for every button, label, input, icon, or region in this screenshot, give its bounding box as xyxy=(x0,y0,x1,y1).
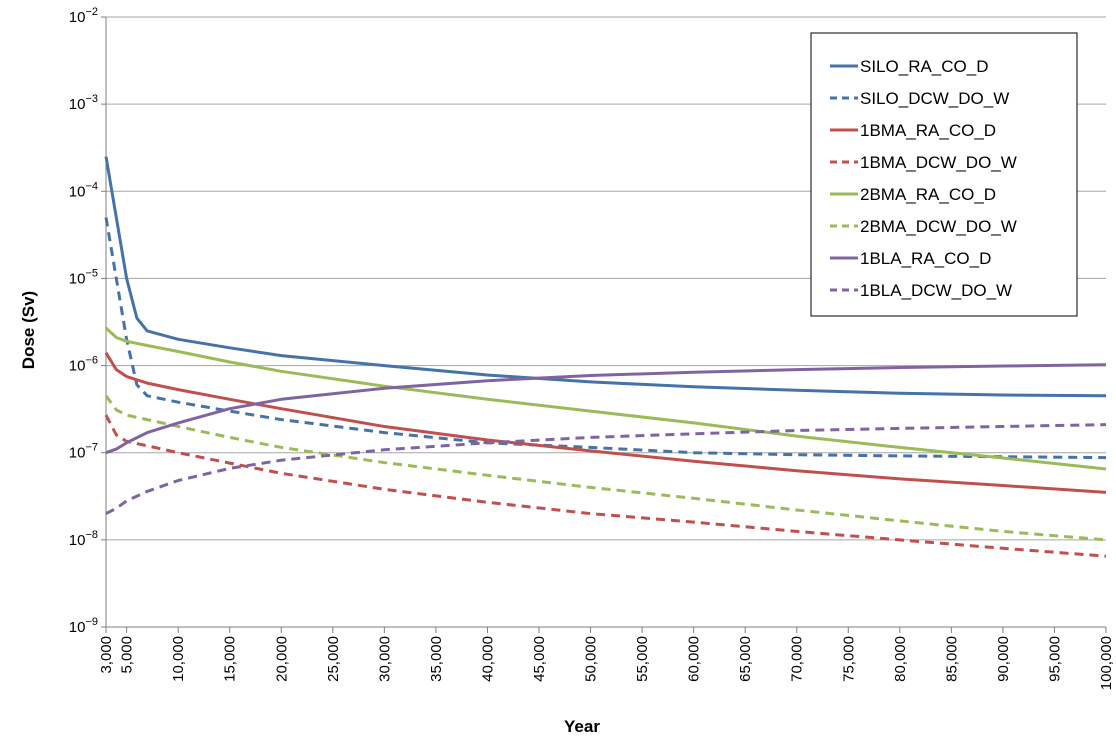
legend-label: 1BLA_DCW_DO_W xyxy=(860,281,1012,300)
series-line-silo-dcw-do-w xyxy=(104,217,1107,460)
y-tick-label: 10−9 xyxy=(69,616,98,636)
legend-label: SILO_DCW_DO_W xyxy=(860,89,1009,108)
y-tick-labels: 10−9 10−8 10−7 10−6 10−5 10−4 10−3 10−2 xyxy=(69,6,98,636)
x-tick-label: 55,000 xyxy=(634,636,651,682)
series-line-2bma-ra-co-d xyxy=(104,326,1107,471)
x-tick-label: 50,000 xyxy=(583,636,600,682)
x-tick-label: 3,000 xyxy=(98,636,115,674)
y-tick-label: 10−3 xyxy=(69,93,98,113)
x-tick-label: 65,000 xyxy=(737,636,754,682)
x-tick-label: 85,000 xyxy=(943,636,960,682)
x-tick-label: 40,000 xyxy=(479,636,496,682)
y-tick-label: 10−2 xyxy=(69,6,98,26)
y-tick-label: 10−5 xyxy=(69,267,98,287)
x-tick-label: 35,000 xyxy=(428,636,445,682)
series-line-2bma-dcw-do-w xyxy=(104,394,1107,542)
series-line-1bla-ra-co-d xyxy=(105,363,1107,455)
x-tick-label: 80,000 xyxy=(892,636,909,682)
x-tick-label: 70,000 xyxy=(789,636,806,682)
x-tick-labels: 3,000 5,000 10,000 15,000 20,000 25,000 30,000… xyxy=(98,636,1115,690)
series-line-1bma-dcw-do-w xyxy=(104,414,1107,558)
y-tick-label: 10−6 xyxy=(69,355,98,375)
y-tick-label: 10−4 xyxy=(69,180,98,200)
x-tick-label: 95,000 xyxy=(1046,636,1063,682)
legend-label: 2BMA_DCW_DO_W xyxy=(860,217,1017,236)
y-tick-label: 10−8 xyxy=(69,529,98,549)
legend-label: 1BMA_RA_CO_D xyxy=(860,121,996,140)
series-line-1bla-dcw-do-w xyxy=(105,423,1107,515)
legend-box xyxy=(810,32,1078,317)
y-tick-label: 10−7 xyxy=(69,442,98,462)
legend-label: 1BLA_RA_CO_D xyxy=(860,249,991,268)
grid-lines xyxy=(106,16,1106,541)
legend-label: 1BMA_DCW_DO_W xyxy=(860,153,1017,172)
legend: SILO_RA_CO_D SILO_DCW_DO_W 1BMA_RA_CO_D 1BM… xyxy=(810,32,1078,317)
x-tick-label: 45,000 xyxy=(531,636,548,682)
axes xyxy=(101,16,1107,633)
y-axis-title: Dose (Sv) xyxy=(19,291,38,369)
x-tick-label: 25,000 xyxy=(325,636,342,682)
x-axis-title: Year xyxy=(564,717,600,736)
x-tick-label: 30,000 xyxy=(376,636,393,682)
x-tick-label: 100,000 xyxy=(1098,636,1115,690)
legend-label: SILO_RA_CO_D xyxy=(860,57,989,76)
x-tick-label: 10,000 xyxy=(170,636,187,682)
legend-label: 2BMA_RA_CO_D xyxy=(860,185,996,204)
series-line-1bma-ra-co-d xyxy=(104,352,1107,494)
x-tick-label: 20,000 xyxy=(273,636,290,682)
x-tick-label: 90,000 xyxy=(995,636,1012,682)
x-tick-label: 75,000 xyxy=(840,636,857,682)
x-tick-label: 60,000 xyxy=(686,636,703,682)
x-tick-label: 15,000 xyxy=(222,636,239,682)
x-tick-label: 5,000 xyxy=(119,636,136,674)
series-lines xyxy=(104,156,1107,558)
series-line-silo-ra-co-d xyxy=(104,156,1107,398)
